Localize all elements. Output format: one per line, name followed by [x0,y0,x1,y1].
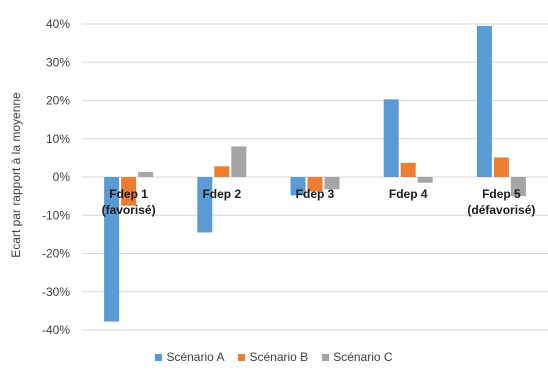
legend-item: Scénario A [155,350,224,364]
legend-swatch [155,353,163,361]
bar-3-3 [324,177,340,190]
y-tick-label: -30% [42,285,70,299]
category-label: Fdep 2 [202,187,241,201]
bar-1-2 [197,177,213,233]
legend-swatch [238,353,246,361]
bar-2-3 [307,177,323,192]
legend-item: Scénario C [322,350,393,364]
bar-2-5 [493,157,509,177]
y-axis-ticks: 40% 30% 20% 10% 0% -10% -20% -30% -40% [42,17,70,337]
bar-chart: 40% 30% 20% 10% 0% -10% -20% -30% -40% Fdep 1 (fa… [9,17,548,337]
bar-2-1 [121,177,137,206]
category-label: Fdep 4 [389,187,428,201]
bars [104,25,526,322]
bar-1-5 [476,25,492,177]
bar-3-1 [138,172,154,177]
y-tick-label: -10% [42,208,70,222]
y-tick-label: 0% [53,170,71,184]
y-tick-label: 20% [46,94,70,108]
legend-label: Scénario A [166,350,225,364]
bar-2-2 [214,166,230,177]
category-label: Fdep 5 (défavorisé) [467,187,535,217]
bar-3-2 [231,146,247,177]
legend-item: Scénario B [238,350,308,364]
y-tick-label: 10% [46,132,70,146]
bar-3-5 [510,177,526,197]
y-tick-label: -20% [42,247,70,261]
legend: Scénario A Scénario B Scénario C [0,350,548,364]
y-tick-label: 40% [46,17,70,31]
category-label: Fdep 3 [296,187,335,201]
legend-swatch [322,353,330,361]
y-tick-label: -40% [42,323,70,337]
category-label: Fdep 1 (favorisé) [102,187,156,217]
bar-1-3 [290,177,306,196]
y-axis-label: Ecart par rapport à la moyenne [9,92,23,258]
legend-label: Scénario B [249,350,309,364]
bar-2-4 [400,162,416,177]
bar-1-4 [383,99,399,177]
category-labels: Fdep 1 (favorisé) Fdep 2 Fdep 3 Fdep 4 Fdep 5… [102,187,536,217]
legend-label: Scénario C [333,350,393,364]
y-tick-label: 30% [46,55,70,69]
bar-3-4 [417,177,433,183]
bar-1-1 [104,177,120,322]
